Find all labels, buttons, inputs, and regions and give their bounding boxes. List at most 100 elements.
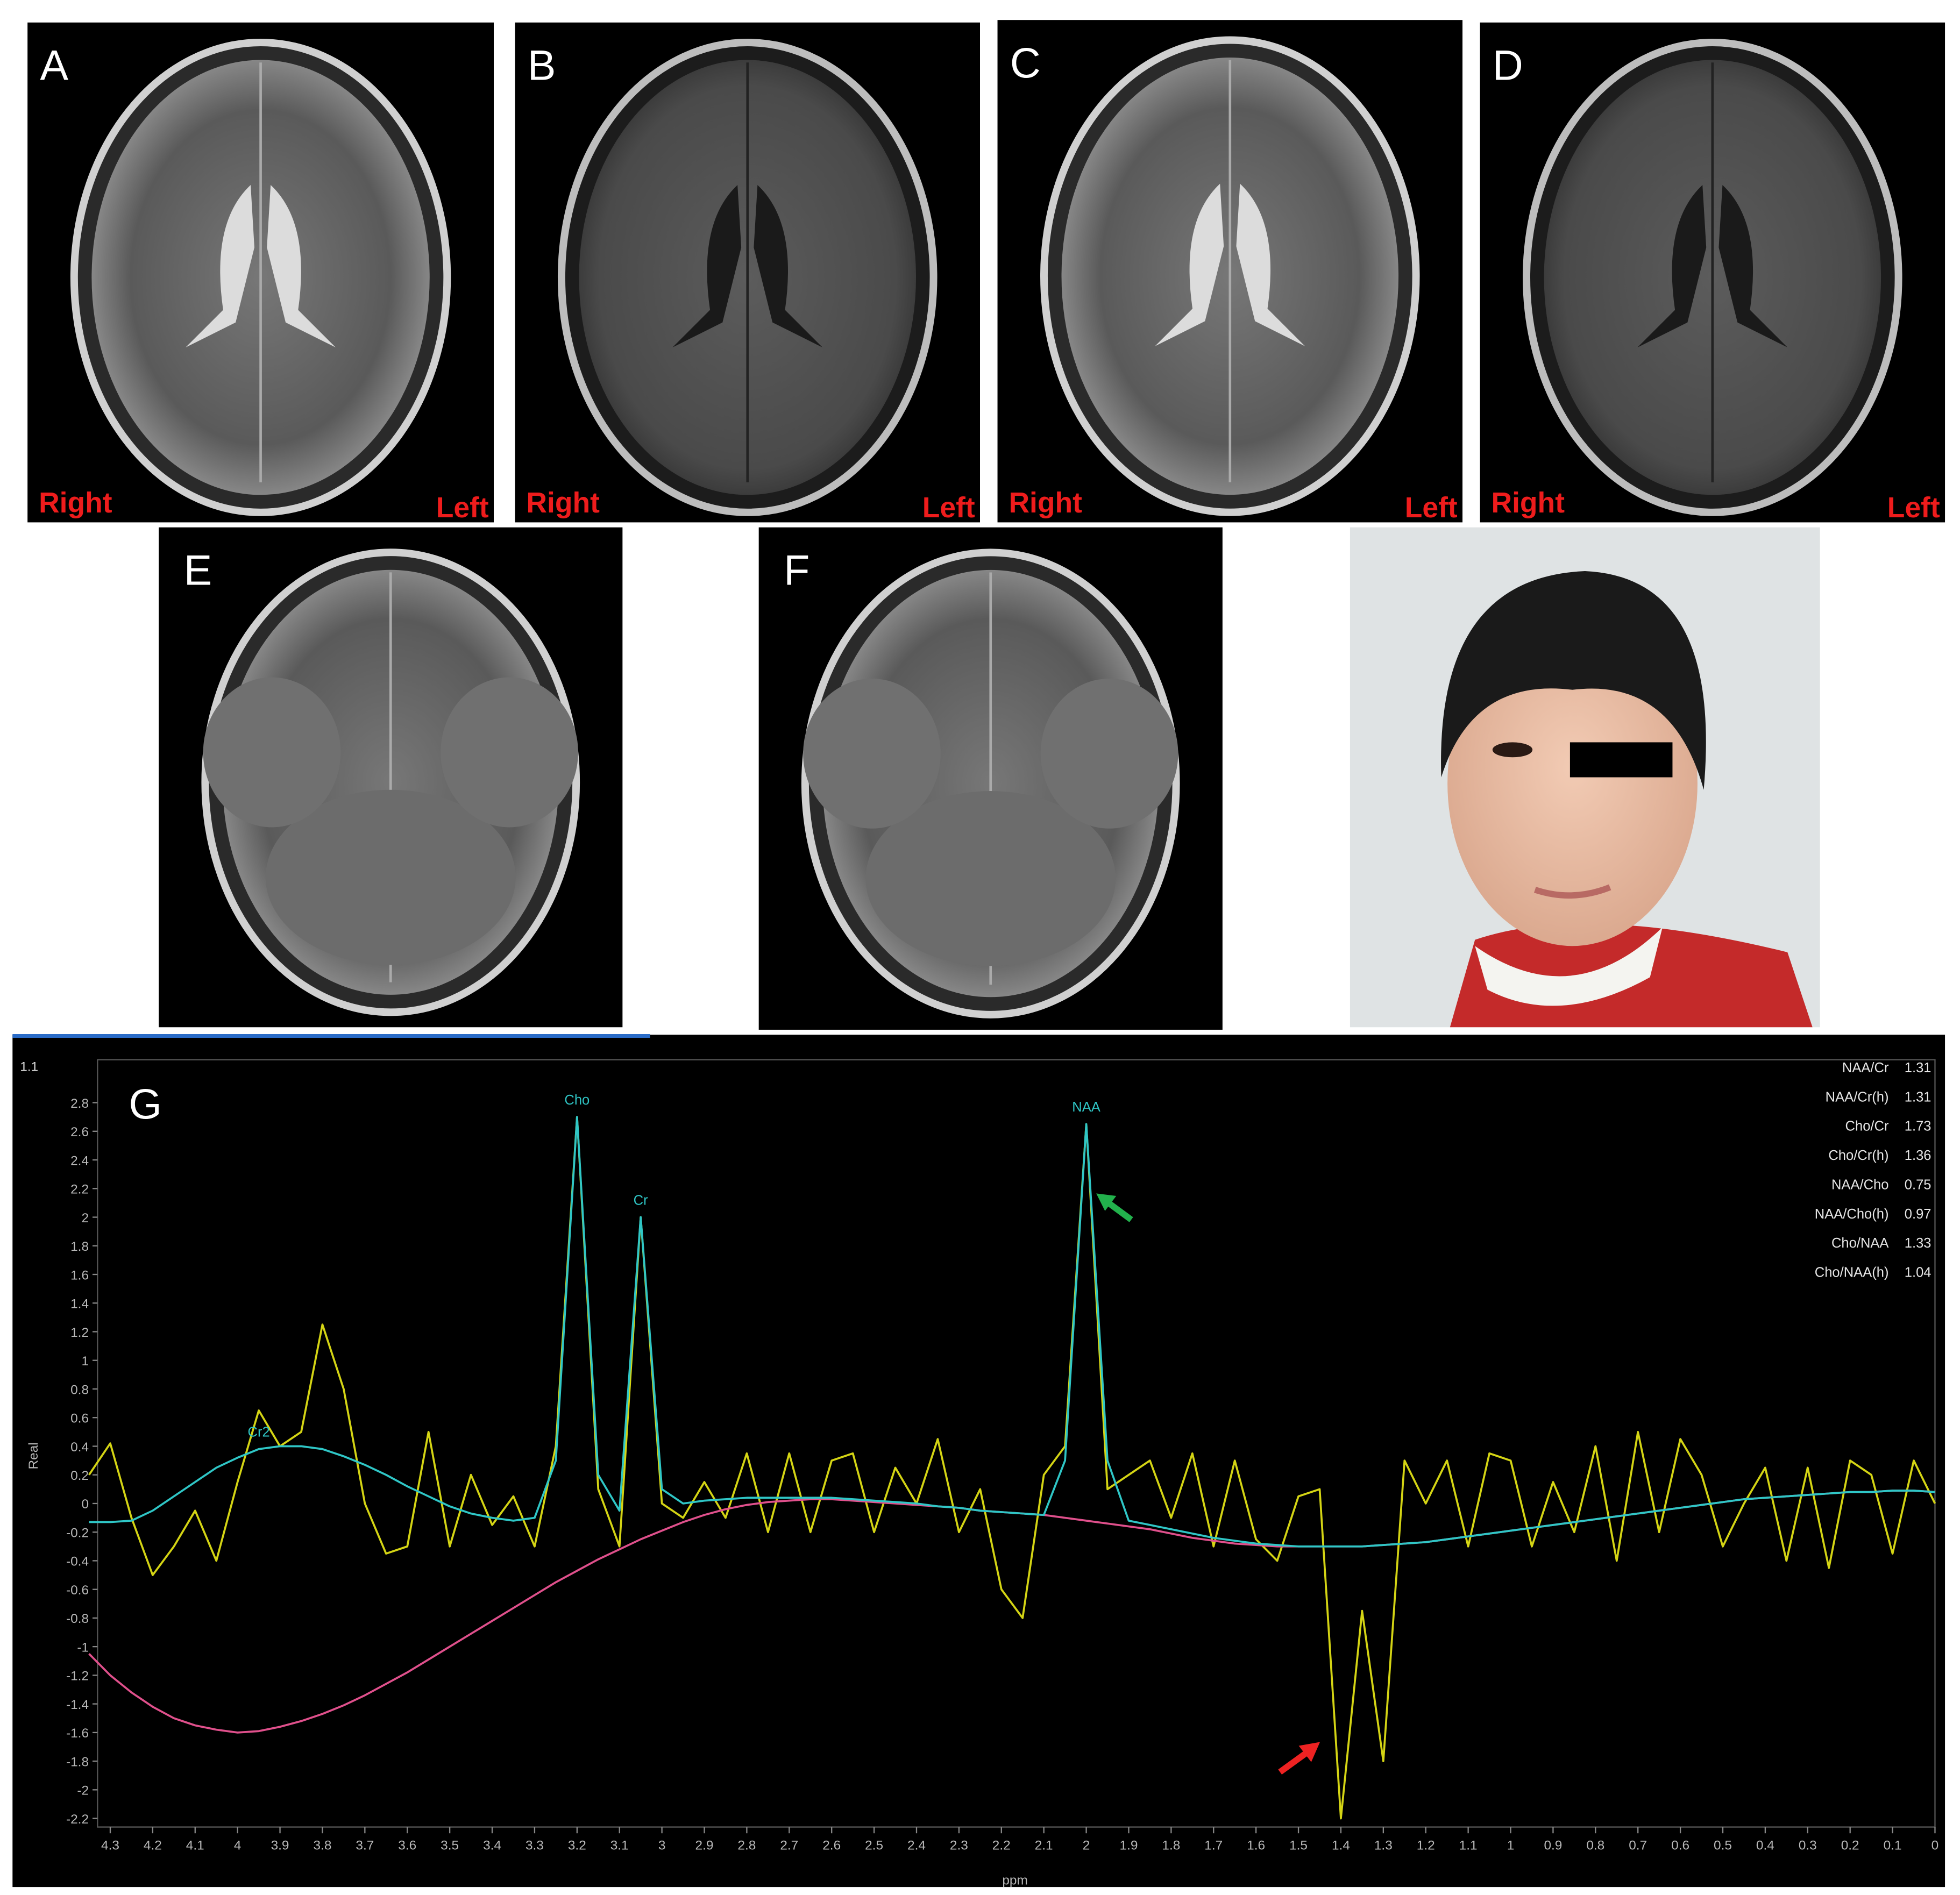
x-tick-label: 2.6: [822, 1838, 841, 1853]
x-tick-label: 1.8: [1162, 1838, 1180, 1853]
green-arrow: [1096, 1193, 1133, 1222]
x-tick-label: 3.8: [313, 1838, 331, 1853]
peak-label: Cho: [564, 1093, 590, 1108]
x-tick-label: 0.8: [1586, 1838, 1604, 1853]
red-arrow: [1278, 1742, 1320, 1775]
panel-label: E: [184, 546, 212, 594]
ratio-value: 0.75: [1905, 1177, 1931, 1192]
x-tick-label: 2: [1083, 1838, 1090, 1853]
panel: E: [159, 527, 623, 1028]
panel-label: D: [1493, 41, 1523, 89]
orientation-right: Right: [526, 487, 600, 519]
cerebellum: [265, 789, 516, 965]
x-tick-label: 3.9: [271, 1838, 289, 1853]
face: [1447, 621, 1698, 946]
panel: [1350, 527, 1820, 1028]
ratio-value: 1.31: [1905, 1089, 1931, 1105]
chart-background: [12, 1035, 1945, 1887]
lobe: [203, 677, 341, 828]
spectrum-line: [89, 1116, 1935, 1548]
x-tick-label: 3.7: [356, 1838, 374, 1853]
y-tick-label: -2.2: [66, 1812, 89, 1827]
x-tick-label: 0.9: [1544, 1838, 1562, 1853]
x-tick-label: 0.6: [1671, 1838, 1689, 1853]
cerebellum: [865, 791, 1116, 966]
y-tick-label: -1.6: [66, 1726, 89, 1741]
x-tick-label: 0.1: [1884, 1838, 1902, 1853]
y-tick-label: 0.2: [70, 1469, 89, 1483]
x-tick-label: 0.4: [1756, 1838, 1774, 1853]
x-tick-label: 2.7: [780, 1838, 798, 1853]
panel: D Right Left: [1480, 22, 1945, 524]
x-tick-label: 3.2: [568, 1838, 586, 1853]
x-tick-label: 0.2: [1841, 1838, 1859, 1853]
x-tick-label: 1.3: [1374, 1838, 1393, 1853]
y-tick-label: 2: [81, 1211, 89, 1226]
ventricle: [267, 184, 336, 348]
x-tick-label: 1.6: [1247, 1838, 1265, 1853]
panel-label: G: [129, 1080, 161, 1128]
panel: F: [758, 527, 1223, 1030]
ratio-label: Cho/Cr(h): [1828, 1148, 1888, 1163]
x-tick-label: 2.9: [695, 1838, 714, 1853]
plot-frame: [97, 1059, 1936, 1828]
x-tick-label: 1.7: [1204, 1838, 1223, 1853]
x-tick-label: 2.3: [950, 1838, 968, 1853]
y-tick-label: -0.6: [66, 1583, 89, 1598]
y-tick-label: 1.2: [70, 1326, 89, 1340]
ventricle: [1718, 184, 1788, 348]
x-tick-label: 2.2: [992, 1838, 1011, 1853]
ventricle: [186, 184, 254, 348]
y-tick-label: 2.6: [70, 1125, 89, 1139]
ratio-label: NAA/Cho(h): [1815, 1207, 1889, 1222]
mouth: [1533, 884, 1611, 899]
x-tick-label: 1.1: [1459, 1838, 1478, 1853]
ventricle: [672, 184, 742, 348]
peak-label: NAA: [1072, 1100, 1100, 1115]
y-tick-label: -0.4: [66, 1555, 89, 1569]
image-panels: A Right Left B Right Left C Right Left D Right Left…: [27, 20, 1945, 1030]
panel-label: B: [528, 41, 556, 89]
ventricle: [1637, 184, 1707, 348]
panel-label: C: [1010, 39, 1041, 87]
y-tick-label: -2: [77, 1784, 89, 1798]
ratio-label: Cho/NAA: [1831, 1236, 1889, 1251]
y-tick-label: 0.4: [70, 1440, 89, 1455]
y-tick-label: -0.2: [66, 1526, 89, 1540]
ratio-label: Cho/Cr: [1845, 1119, 1889, 1134]
collar: [1475, 927, 1663, 1006]
y-tick-label: -1: [77, 1640, 89, 1655]
label-box: [174, 542, 226, 603]
ventricle: [1236, 183, 1305, 346]
x-tick-label: 1.4: [1332, 1838, 1350, 1853]
y-tick-label: 0: [81, 1497, 89, 1512]
x-tick-label: 0.7: [1629, 1838, 1647, 1853]
ratio-label: Cho/NAA(h): [1815, 1265, 1889, 1280]
x-tick-label: 1: [1507, 1838, 1515, 1853]
x-tick-label: 0: [1931, 1838, 1939, 1853]
y-tick-label: -0.8: [66, 1612, 89, 1626]
x-tick-label: 0.3: [1799, 1838, 1817, 1853]
y-tick-label: 1.6: [70, 1268, 89, 1283]
ventricle: [1155, 183, 1224, 346]
panel-label: F: [784, 546, 809, 594]
panel: B Right Left: [515, 22, 980, 524]
y-tick-label: 1.4: [70, 1297, 89, 1312]
eye: [1492, 742, 1533, 758]
x-tick-label: 4.1: [186, 1838, 204, 1853]
orientation-left: Left: [1887, 492, 1940, 524]
y-tick-label: 0.6: [70, 1412, 89, 1426]
y-tick-label: 1.8: [70, 1239, 89, 1254]
orientation-left: Left: [922, 492, 975, 524]
y-tick-label: 1: [81, 1354, 89, 1369]
x-axis-label: ppm: [1002, 1873, 1027, 1887]
orientation-right: Right: [39, 487, 112, 519]
orientation-right: Right: [1009, 487, 1082, 519]
peak-label: Cr: [634, 1193, 648, 1208]
hair: [1441, 571, 1706, 790]
ventricle: [754, 184, 823, 348]
x-tick-label: 3.4: [483, 1838, 501, 1853]
ratio-value: 1.31: [1905, 1060, 1931, 1075]
